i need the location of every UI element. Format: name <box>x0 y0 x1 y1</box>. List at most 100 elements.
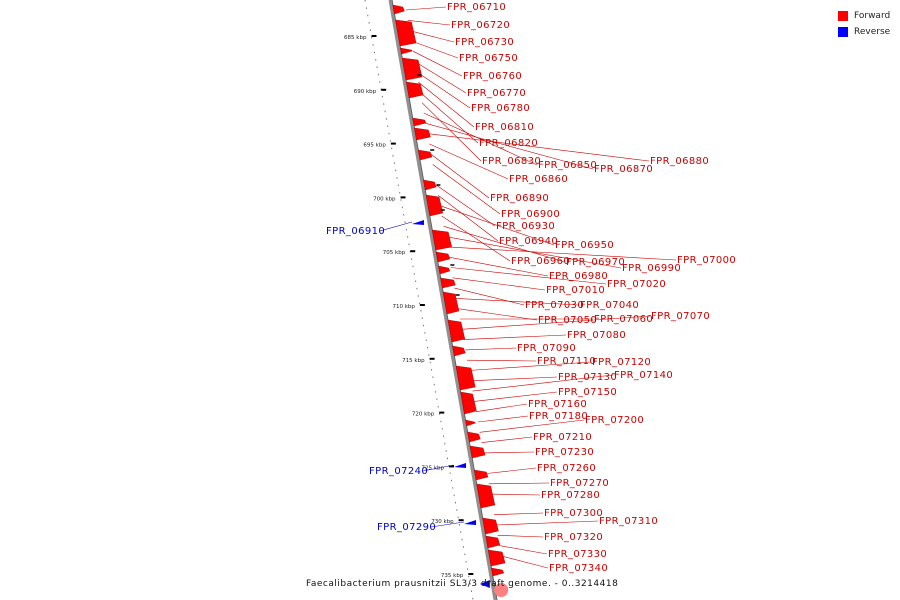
gene-features <box>392 4 509 597</box>
gene-label: FPR_06990 <box>622 263 681 274</box>
gene-label: FPR_07200 <box>585 415 644 426</box>
ruler-tick-label: 695 kbp <box>363 143 386 149</box>
label-leader-line <box>409 30 455 43</box>
label-leader-line <box>477 415 529 423</box>
forward-gene-block <box>469 445 486 459</box>
gene-label: FPR_07210 <box>533 432 592 443</box>
gene-label: FPR_07010 <box>546 285 605 296</box>
label-leader-line <box>490 493 541 496</box>
label-leader-line <box>430 521 465 528</box>
forward-gene-block <box>401 57 423 81</box>
ruler-tick-label: 715 kbp <box>402 358 425 364</box>
gene-label: FPR_07030 <box>525 300 584 311</box>
gene-label: FPR_07230 <box>535 447 594 458</box>
label-leader-line <box>429 143 509 180</box>
forward-gene-block <box>406 81 424 99</box>
forward-gene-block <box>447 319 466 343</box>
gene-label: FPR_06850 <box>538 160 597 171</box>
label-leader-line <box>441 215 511 262</box>
reverse-gene-arrow <box>464 520 476 525</box>
label-leader-line <box>407 20 451 26</box>
gene-label: FPR_07310 <box>599 516 658 527</box>
label-leader-line <box>465 347 517 351</box>
gene-label: FPR_07160 <box>528 399 587 410</box>
gene-label: FPR_06730 <box>455 37 514 48</box>
partial-gene-block <box>494 583 509 597</box>
gene-label: FPR_06980 <box>549 271 608 282</box>
forward-gene-block <box>435 251 451 263</box>
ruler-tick-label: 685 kbp <box>344 35 367 41</box>
label-leader-line <box>488 482 550 485</box>
gene-label: FPR_07040 <box>580 300 639 311</box>
gene-label: FPR_06830 <box>482 156 541 167</box>
label-leader-line <box>461 315 651 330</box>
ruler-tick-label: 690 kbp <box>354 89 377 95</box>
ruler: 685 kbp 690 kbp 695 kbp 700 kbp 705 kbp 710 k… <box>344 0 474 600</box>
gene-label: FPR_07020 <box>607 279 666 290</box>
gene-label: FPR_06710 <box>447 2 506 13</box>
label-leader-line <box>457 308 538 321</box>
gene-label: FPR_07060 <box>594 314 653 325</box>
gene-label: FPR_07290 <box>377 522 436 533</box>
label-leader-line <box>430 153 490 199</box>
gene-label: FPR_07050 <box>538 315 597 326</box>
label-leader-line <box>486 467 537 474</box>
label-leader-line <box>379 221 413 232</box>
label-leader-line <box>456 298 580 306</box>
forward-gene-block <box>392 4 405 15</box>
label-leaders <box>379 6 677 569</box>
ruler-tick-label: 725 kbp <box>422 465 445 471</box>
gene-label: FPR_07120 <box>592 357 651 368</box>
gene-label: FPR_07280 <box>541 490 600 501</box>
label-leader-line <box>425 123 594 170</box>
gene-label: FPR_06930 <box>496 221 555 232</box>
gene-label: FPR_06910 <box>326 226 385 237</box>
gene-label: FPR_06940 <box>499 236 558 247</box>
gene-label: FPR_06750 <box>459 53 518 64</box>
label-leader-line <box>448 256 549 277</box>
label-leader-line <box>476 403 528 412</box>
gene-label: FPR_07260 <box>537 463 596 474</box>
gene-label: FPR_07080 <box>567 330 626 341</box>
label-leader-line <box>443 226 566 263</box>
forward-gene-block <box>460 391 477 415</box>
gene-label: FPR_07240 <box>369 466 428 477</box>
gene-label: FPR_07320 <box>544 532 603 543</box>
label-leader-line <box>422 464 455 472</box>
gene-label: FPR_06950 <box>555 240 614 251</box>
gene-label: FPR_07000 <box>677 255 736 266</box>
legend-item-forward: Forward <box>838 8 898 23</box>
gene-label: FPR_06870 <box>594 164 653 175</box>
gene-label: FPR_07340 <box>549 563 608 574</box>
ruler-tick-label: 700 kbp <box>373 196 396 202</box>
label-leader-line <box>421 102 482 162</box>
label-leader-line <box>416 71 471 109</box>
label-leader-line <box>452 277 546 291</box>
forward-gene-block <box>491 567 505 577</box>
gene-label: FPR_07090 <box>517 343 576 354</box>
forward-gene-block <box>476 483 496 509</box>
label-leader-line <box>481 436 533 443</box>
label-leader-line <box>414 61 467 94</box>
forward-gene-block <box>442 291 460 315</box>
label-leader-line <box>499 545 548 555</box>
gene-label: FPR_06890 <box>490 193 549 204</box>
forward-gene-block <box>423 179 437 191</box>
forward-swatch <box>838 10 848 21</box>
gene-label: FPR_07330 <box>548 549 607 560</box>
gene-label: FPR_06970 <box>566 257 625 268</box>
gene-label: FPR_07300 <box>544 508 603 519</box>
forward-gene-block <box>438 265 451 275</box>
ruler-tick-label: 730 kbp <box>431 519 454 525</box>
label-leader-line <box>411 40 459 59</box>
label-leader-line <box>439 205 555 246</box>
gene-labels: FPR_06710 FPR_06720 FPR_06730 FPR_06750 FPR_… <box>326 2 736 574</box>
label-leader-line <box>468 361 592 371</box>
forward-gene-block <box>452 345 466 357</box>
forward-gene-block <box>467 431 481 443</box>
forward-gene-block <box>414 127 431 141</box>
gene-label: FPR_06960 <box>511 256 570 267</box>
forward-gene-block <box>432 229 452 251</box>
forward-gene-block <box>482 517 499 535</box>
